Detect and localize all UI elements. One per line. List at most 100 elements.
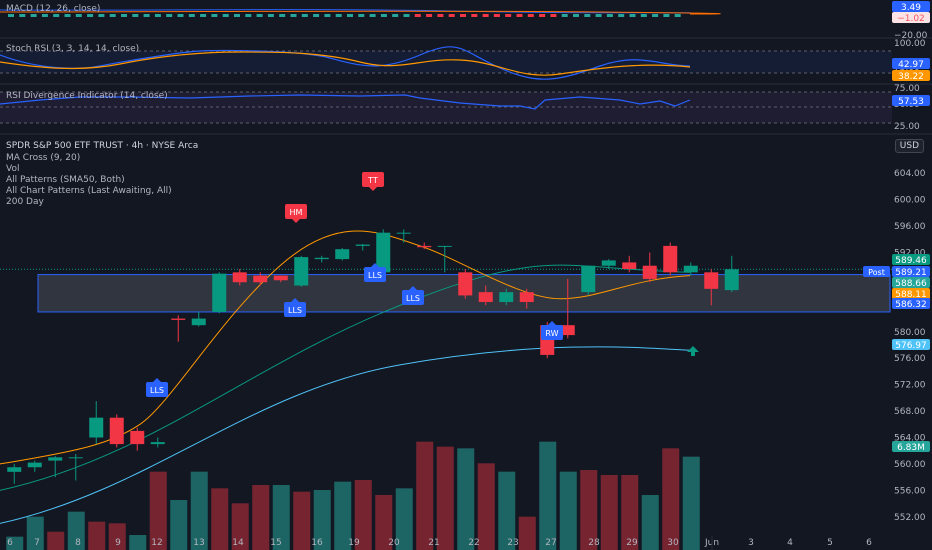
volume-bar: [518, 516, 536, 550]
volume-bar: [621, 475, 639, 550]
indicator-vol[interactable]: Vol: [6, 164, 20, 174]
time-axis-tick: 20: [388, 538, 400, 548]
pattern-label-lls: [402, 290, 424, 305]
indicator-200-day[interactable]: 200 Day: [6, 197, 44, 207]
macd-histogram-bar: [335, 14, 342, 17]
candle-body: [171, 318, 186, 320]
price-tag-text: 576.97: [895, 341, 927, 351]
pattern-label-lls: [146, 382, 168, 397]
macd-histogram-bar: [222, 14, 229, 17]
macd-histogram-bar: [313, 14, 320, 17]
price-tag: [892, 441, 930, 452]
pattern-label-rw: [541, 325, 563, 340]
volume-bar: [354, 480, 372, 550]
candle-body: [314, 257, 329, 260]
price-axis-tick: 576.00: [894, 354, 926, 364]
macd-histogram-bar: [505, 14, 512, 17]
macd-histogram-bar: [154, 14, 161, 17]
pattern-label-text: LLS: [150, 386, 164, 395]
macd-histogram-bar: [109, 14, 116, 17]
time-axis-tick: 5: [827, 538, 833, 548]
macd-histogram-bar: [493, 14, 500, 17]
macd-histogram-bar: [663, 14, 670, 17]
volume-bar: [334, 481, 352, 550]
macd-histogram-bar: [414, 14, 421, 17]
price-axis-tick: 592.00: [894, 249, 926, 259]
bullish-arrow-icon: [687, 346, 699, 356]
macd-histogram-bar: [301, 14, 308, 17]
stoch-d-line: [0, 51, 691, 76]
time-axis-tick: 21: [428, 538, 439, 548]
volume-bar: [641, 495, 659, 550]
candle-body: [27, 462, 42, 468]
time-axis-tick: 12: [151, 538, 162, 548]
price-tag: [892, 254, 930, 265]
price-tag-text: 588.66: [895, 279, 927, 289]
price-axis-tick: 560.00: [894, 460, 926, 470]
macd-histogram-bar: [8, 14, 14, 17]
indicator-chart-patterns[interactable]: All Chart Patterns (Last Awaiting, All): [6, 186, 172, 196]
macd-histogram-bar: [527, 14, 534, 17]
volume-bar: [231, 503, 249, 550]
macd-histogram-bar: [53, 14, 60, 17]
rsi-axis-tick: 25.00: [894, 122, 920, 132]
pattern-label-lls: [284, 302, 306, 317]
volume-bar: [272, 485, 290, 550]
candle-body: [150, 442, 165, 445]
volume-bar: [252, 485, 270, 550]
symbol-title[interactable]: SPDR S&P 500 ETF TRUST · 4h · NYSE Arca: [6, 141, 199, 151]
pattern-label-text: LLS: [288, 306, 302, 315]
pattern-pointer: [292, 219, 300, 223]
price-tag: [892, 266, 930, 277]
macd-histogram-bar: [426, 14, 433, 17]
candle-body: [273, 275, 288, 281]
candle-body: [519, 292, 534, 303]
macd-histogram-bar: [403, 14, 410, 17]
macd-histogram-bar: [87, 14, 94, 17]
indicator-ma-cross[interactable]: MA Cross (9, 20): [6, 153, 81, 163]
price-tag-text: 588.11: [895, 290, 927, 300]
volume-bar: [395, 488, 413, 550]
time-axis-tick: 14: [232, 538, 244, 548]
time-axis-tick: 30: [667, 538, 679, 548]
candle-body: [437, 245, 452, 247]
pattern-pointer: [291, 298, 299, 302]
indicator-all-patterns[interactable]: All Patterns (SMA50, Both): [6, 175, 125, 185]
volume-bar: [129, 535, 147, 550]
pattern-label-hm: [285, 204, 307, 219]
stoch-rsi-legend: Stoch RSI (3, 3, 14, 14, close): [6, 44, 140, 54]
price-tag-text: 589.46: [895, 256, 927, 266]
rsi-line: [0, 94, 691, 110]
candle-body: [253, 275, 268, 283]
macd-histogram-bar: [516, 14, 523, 17]
volume-bar: [498, 471, 516, 550]
time-axis-tick: 22: [468, 538, 479, 548]
macd-histogram-bar: [369, 14, 376, 17]
volume-bar: [416, 441, 434, 550]
candle-body: [724, 269, 739, 291]
time-axis-tick: 4: [787, 538, 793, 548]
macd-histogram-bar: [177, 14, 184, 17]
macd-histogram-bar: [437, 14, 444, 17]
macd-histogram-bar: [143, 14, 150, 17]
macd-signal-tag-text: −1.02: [897, 14, 925, 24]
macd-histogram-bar: [290, 14, 297, 17]
macd-histogram-bar: [460, 14, 466, 17]
price-tag: [892, 298, 930, 309]
macd-histogram-bar: [200, 14, 207, 17]
pattern-pointer: [153, 378, 161, 382]
macd-histogram-bar: [380, 14, 387, 17]
macd-histogram-bar: [652, 14, 659, 17]
rsi-value-tag-text: 57.53: [898, 97, 924, 107]
macd-histogram-bar: [347, 14, 353, 17]
currency-button[interactable]: USD: [894, 139, 924, 153]
pattern-label-tt: [362, 172, 384, 187]
stoch-band: [0, 51, 892, 73]
macd-signal-line: [0, 10, 721, 15]
volume-bar: [26, 516, 44, 550]
volume-bar: [211, 488, 229, 550]
price-axis-tick: 604.00: [894, 169, 926, 179]
macd-histogram-bar: [573, 14, 579, 17]
ma-fast-line: [0, 230, 691, 465]
